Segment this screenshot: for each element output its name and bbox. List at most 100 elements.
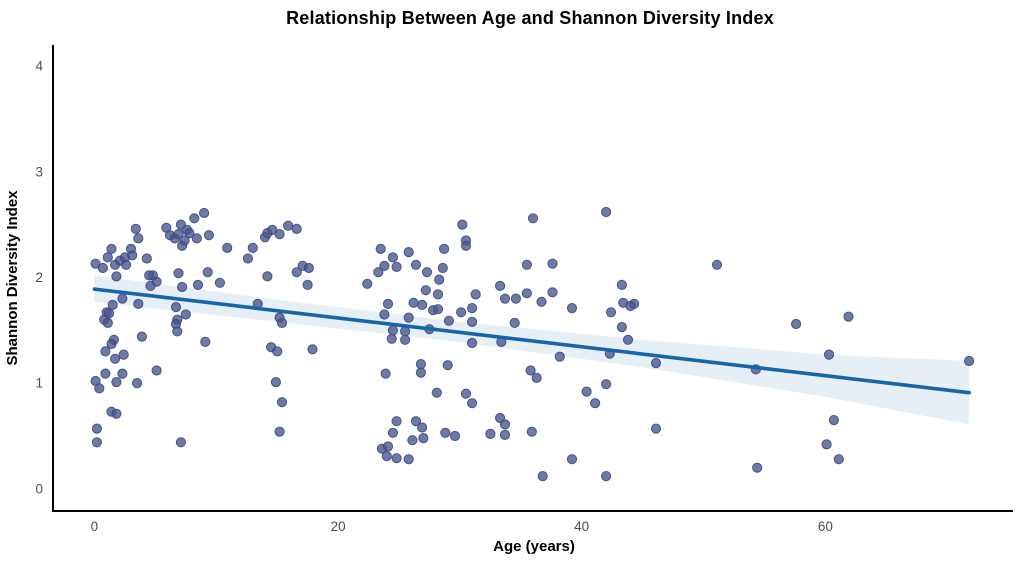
data-point xyxy=(272,346,283,357)
data-point xyxy=(467,316,478,327)
data-point xyxy=(403,454,414,465)
data-point xyxy=(130,223,141,234)
x-tick-label: 0 xyxy=(91,519,99,534)
data-point xyxy=(752,462,763,473)
data-point xyxy=(97,262,109,274)
data-point xyxy=(172,326,183,337)
data-point xyxy=(94,383,105,394)
data-point xyxy=(379,309,390,320)
data-point xyxy=(151,365,162,376)
data-point xyxy=(144,270,155,281)
data-point xyxy=(362,278,373,289)
data-point xyxy=(536,296,547,307)
data-point xyxy=(460,240,472,251)
data-point xyxy=(110,353,121,364)
data-point xyxy=(432,304,444,315)
data-point xyxy=(828,415,840,426)
data-point xyxy=(521,259,533,270)
data-point xyxy=(470,289,481,300)
data-point xyxy=(443,315,454,326)
data-point xyxy=(467,398,478,409)
y-tick-label: 2 xyxy=(35,270,43,285)
data-point xyxy=(303,262,314,274)
data-point xyxy=(421,267,433,278)
data-point xyxy=(200,336,211,347)
data-point xyxy=(601,379,612,390)
data-point xyxy=(180,309,191,320)
data-point xyxy=(242,253,253,264)
confidence-band xyxy=(94,275,970,425)
data-point xyxy=(547,287,558,298)
data-point xyxy=(449,430,461,442)
y-tick-label: 4 xyxy=(35,59,43,74)
data-point xyxy=(605,307,617,318)
data-point xyxy=(410,259,422,270)
data-point xyxy=(382,298,394,309)
data-point xyxy=(302,279,313,290)
data-point xyxy=(495,280,506,291)
data-point xyxy=(175,437,186,448)
data-point xyxy=(291,223,302,234)
data-point xyxy=(527,213,539,224)
data-point xyxy=(106,338,117,350)
data-point xyxy=(616,279,628,290)
data-point xyxy=(214,277,225,288)
data-point xyxy=(307,344,318,355)
data-point xyxy=(375,243,386,254)
data-point xyxy=(274,426,285,437)
data-point xyxy=(437,262,448,274)
data-point xyxy=(283,220,294,231)
data-point xyxy=(510,293,522,304)
data-point xyxy=(499,293,511,304)
data-point xyxy=(467,303,478,314)
data-point xyxy=(843,311,854,322)
data-point xyxy=(442,360,453,371)
data-point xyxy=(132,378,143,389)
data-point xyxy=(387,325,398,336)
data-point xyxy=(91,423,103,434)
data-point xyxy=(407,435,418,446)
data-point xyxy=(222,242,233,253)
data-point xyxy=(547,258,558,269)
data-point xyxy=(403,312,414,323)
data-point xyxy=(111,408,122,419)
data-point xyxy=(270,377,281,388)
data-point xyxy=(379,260,390,271)
data-point xyxy=(179,235,190,246)
data-point xyxy=(107,299,118,310)
data-point xyxy=(382,441,394,452)
data-point xyxy=(276,397,288,408)
data-point xyxy=(403,247,414,258)
data-point xyxy=(616,322,628,333)
data-point xyxy=(622,334,634,345)
data-point xyxy=(118,349,129,360)
data-point xyxy=(711,259,723,270)
data-point xyxy=(141,253,152,264)
data-point xyxy=(391,453,402,464)
data-point xyxy=(554,351,565,362)
data-point xyxy=(100,368,111,379)
data-point xyxy=(601,206,612,218)
data-point xyxy=(117,293,128,304)
data-point xyxy=(274,229,285,240)
data-point xyxy=(262,271,273,282)
data-point xyxy=(833,454,844,465)
data-point xyxy=(410,416,422,427)
data-point xyxy=(566,303,578,314)
data-point xyxy=(509,317,520,328)
data-point xyxy=(525,365,536,376)
y-axis-label: Shannon Diversity Index xyxy=(4,190,21,366)
data-point xyxy=(964,355,975,367)
data-point xyxy=(291,267,302,278)
data-point xyxy=(276,317,288,328)
data-point xyxy=(133,233,144,244)
y-tick-label: 0 xyxy=(35,481,43,496)
data-point xyxy=(387,252,398,263)
data-point xyxy=(821,439,832,450)
data-point xyxy=(381,451,392,462)
y-tick-label: 3 xyxy=(35,164,43,179)
data-point xyxy=(202,267,213,278)
data-point xyxy=(590,398,601,409)
data-point xyxy=(431,387,442,398)
